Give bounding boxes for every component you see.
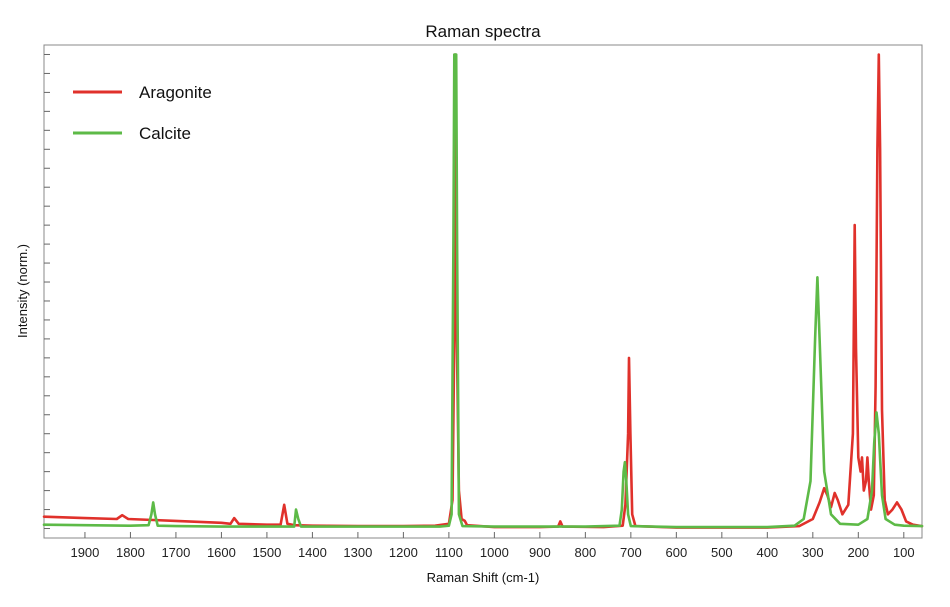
x-tick-label: 300: [802, 545, 824, 560]
x-axis-label: Raman Shift (cm-1): [427, 570, 540, 585]
plot-area: 1900 1800 1700 1600 1500 1400 1300 1200 1100 1000…: [42, 44, 924, 560]
x-tick-label: 1400: [298, 545, 327, 560]
x-tick-label: 100: [893, 545, 915, 560]
x-tick-label: 1300: [343, 545, 372, 560]
series-line-calcite: [42, 53, 924, 529]
x-tick-label: 1500: [252, 545, 281, 560]
x-tick-label: 500: [711, 545, 733, 560]
legend-label-aragonite: Aragonite: [139, 83, 212, 102]
legend: Aragonite Calcite: [73, 83, 212, 143]
x-tick-label: 1700: [161, 545, 190, 560]
x-tick-label: 200: [847, 545, 869, 560]
x-axis-ticks: 1900 1800 1700 1600 1500 1400 1300 1200 1100 1000…: [70, 532, 915, 560]
x-tick-label: 400: [756, 545, 778, 560]
plot-frame: [43, 44, 923, 539]
x-tick-label: 800: [575, 545, 597, 560]
x-tick-label: 1600: [207, 545, 236, 560]
y-axis-label: Intensity (norm.): [15, 244, 30, 338]
legend-label-calcite: Calcite: [139, 124, 191, 143]
x-tick-label: 1000: [480, 545, 509, 560]
y-axis-ticks: [44, 53, 50, 530]
x-tick-label: 1100: [435, 545, 463, 560]
x-tick-label: 1800: [116, 545, 145, 560]
x-tick-label: 900: [529, 545, 551, 560]
x-tick-label: 600: [665, 545, 687, 560]
chart-title: Raman spectra: [425, 22, 541, 41]
x-tick-label: 700: [620, 545, 642, 560]
series-line-aragonite: [42, 53, 924, 529]
x-tick-label: 1900: [70, 545, 99, 560]
series-layer: [42, 53, 924, 529]
x-tick-label: 1200: [389, 545, 418, 560]
